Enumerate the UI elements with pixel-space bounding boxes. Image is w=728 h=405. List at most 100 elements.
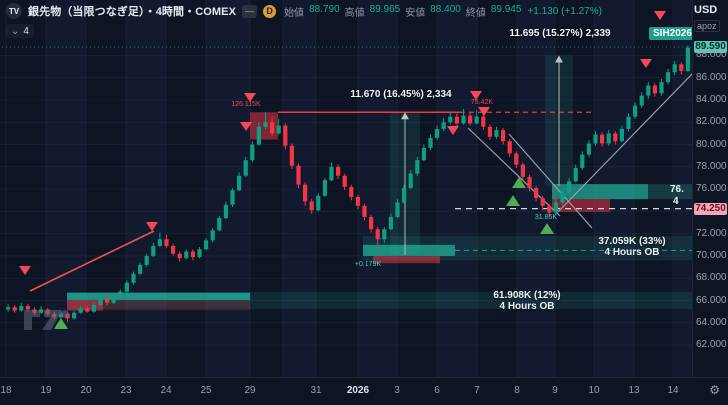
- open-value: 88.790: [309, 3, 340, 15]
- chart-header: TV 銀先物（当限つなぎ足）・4時間・COMEX — D 始値 88.790 高…: [6, 3, 602, 19]
- time-axis-label: 20: [80, 385, 92, 396]
- price-axis-label: 76.000: [696, 183, 727, 195]
- orderblock-71-volume: 37.059K (33%): [598, 236, 666, 247]
- price-axis-label: 84.000: [696, 94, 727, 105]
- candle-body: [316, 195, 321, 211]
- session-stripe: [283, 0, 316, 377]
- candle-body: [329, 166, 334, 181]
- volume-label-75k: 75.42K: [470, 99, 494, 106]
- sell-marker-icon: [19, 266, 31, 275]
- price-axis-label: 68.000: [696, 272, 727, 284]
- time-axis-label: 29: [244, 385, 256, 396]
- candle-body: [85, 308, 90, 312]
- candle-body: [494, 130, 499, 137]
- contract-tag: SIH2026: [649, 27, 696, 40]
- alert-price-tag[interactable]: 74.250: [694, 202, 727, 215]
- price-axis-label: 66.000: [696, 294, 727, 306]
- sell-marker-icon: [240, 122, 252, 131]
- buy-marker-icon: [540, 223, 554, 234]
- candle-body: [157, 239, 162, 246]
- recovery-line: [557, 72, 693, 213]
- candle-body: [131, 273, 136, 283]
- candle-body: [270, 122, 275, 134]
- candle-body: [553, 202, 558, 213]
- measure-arrowhead: [555, 55, 563, 63]
- orderblock-71-timeframe: 4 Hours OB: [604, 247, 660, 258]
- time-axis-label: 10: [588, 385, 600, 396]
- legend-toggle[interactable]: ⌄ 4: [6, 24, 34, 38]
- interval-badge[interactable]: D: [263, 4, 277, 18]
- sell-marker-icon: [654, 11, 666, 20]
- candle-body: [593, 134, 598, 144]
- time-axis-label: 24: [160, 385, 172, 396]
- price-axis[interactable]: USD apoz 89.590 74.250 88.000 86.000 84.00…: [692, 0, 728, 377]
- candle-body: [672, 64, 677, 73]
- candle-body: [666, 72, 671, 83]
- price-axis-label: 86.000: [696, 71, 727, 83]
- candle-body: [441, 122, 446, 129]
- indicator-count: 4: [23, 25, 29, 37]
- candle-body: [124, 282, 129, 292]
- candle-body: [428, 137, 433, 148]
- candle-body: [573, 167, 578, 182]
- candle-body: [633, 105, 638, 117]
- orderblock-label-71: 37.059K (33%) 4 Hours OB: [598, 236, 665, 258]
- price-axis-label: 64.000: [696, 316, 727, 328]
- candle-body: [527, 176, 532, 189]
- candle-body: [408, 173, 413, 189]
- measure-label-1: 11.670 (16.45%) 2,334: [350, 89, 452, 100]
- volume-label-31k: 31.85K: [534, 214, 558, 221]
- time-axis-label: 23: [120, 385, 132, 396]
- ob66-red-ext: [103, 299, 250, 311]
- change-value: +1.130 (+1.27%): [527, 5, 602, 17]
- candle-body: [184, 251, 189, 259]
- session-stripe: [206, 0, 250, 377]
- candle-body: [144, 255, 149, 265]
- candle-body: [98, 299, 103, 305]
- candle-body: [652, 85, 657, 94]
- ob66-red: [67, 299, 103, 311]
- candle-body: [217, 218, 222, 231]
- candle-body: [501, 130, 506, 142]
- candle-body: [586, 143, 591, 155]
- candle-body: [355, 196, 360, 206]
- time-axis-label: 9: [552, 385, 558, 396]
- candle-body: [289, 145, 294, 166]
- candle-body: [402, 188, 407, 203]
- candle-body: [78, 308, 83, 313]
- candle-body: [659, 82, 664, 94]
- candle-body: [283, 125, 288, 146]
- collapse-icon[interactable]: —: [242, 4, 258, 18]
- session-stripe: [437, 0, 477, 377]
- low-label: 安値: [405, 7, 426, 19]
- candle-body: [296, 165, 301, 185]
- candle-body: [25, 306, 30, 310]
- candle-body: [322, 180, 327, 196]
- candle-body: [639, 95, 644, 106]
- price-axis-label: 80.000: [696, 138, 727, 150]
- orderblock-66-volume: 61.908K (12%): [493, 290, 561, 301]
- session-stripe: [126, 0, 166, 377]
- time-axis[interactable]: ⚙ 18 19 20 23 24 25 29 31 2026 3 6 7 8 9 10 13 14: [0, 377, 728, 405]
- candle-body: [421, 147, 426, 161]
- sell-marker-icon: [146, 222, 158, 231]
- candle-body: [646, 85, 651, 96]
- sell-marker-icon: [447, 126, 459, 135]
- candle-body: [223, 204, 228, 219]
- symbol-title[interactable]: 銀先物（当限つなぎ足）・4時間・COMEX: [28, 6, 237, 18]
- sell-marker-icon: [244, 93, 256, 102]
- candle-body: [388, 216, 393, 230]
- candle-body: [309, 201, 314, 211]
- candle-body: [547, 205, 552, 213]
- unit-box: USD apoz: [694, 4, 726, 34]
- candle-body: [151, 245, 156, 256]
- candle-body: [171, 245, 176, 254]
- chart-canvas[interactable]: [0, 0, 693, 377]
- candle-body: [454, 116, 459, 124]
- candle-body: [567, 181, 572, 193]
- gear-icon[interactable]: ⚙: [709, 383, 720, 397]
- candle-body: [12, 307, 17, 311]
- price-axis-label: 82.000: [696, 116, 727, 128]
- symbol-logo-icon: TV: [6, 3, 22, 19]
